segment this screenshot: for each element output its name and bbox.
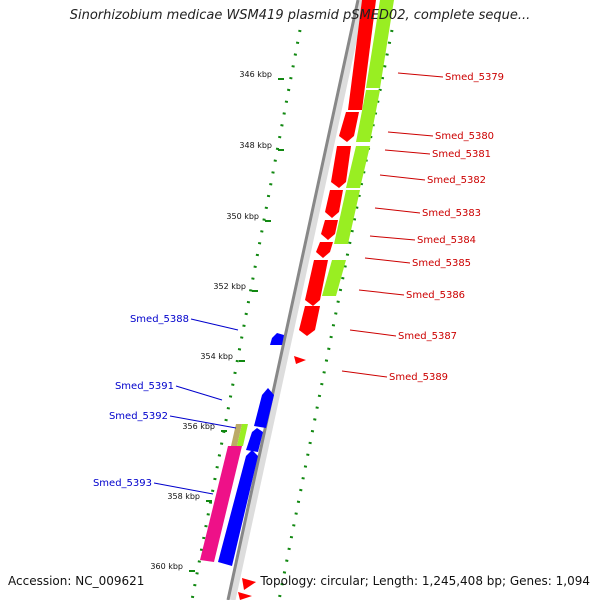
- gene-leader-line: [169, 415, 237, 429]
- gene-label[interactable]: Smed_5384: [417, 235, 476, 246]
- gene-feature-5386[interactable]: [299, 306, 320, 336]
- scale-label: 352 kbp: [213, 282, 246, 291]
- gene-feature-bottom-1[interactable]: [242, 578, 256, 590]
- gene-label[interactable]: Smed_5392: [109, 411, 168, 422]
- scale-label: 350 kbp: [226, 212, 259, 221]
- gene-leader-line: [387, 131, 434, 137]
- gene-leader-line: [379, 174, 426, 181]
- forward-gene-labels: Smed_5379 Smed_5380 Smed_5381 Smed_5382 Smed…: [341, 72, 504, 383]
- gene-leader-line: [341, 370, 388, 378]
- gene-leader-line: [190, 318, 239, 331]
- gene-leader-line: [397, 72, 444, 78]
- scale-label: 360 kbp: [150, 562, 183, 571]
- gene-label[interactable]: Smed_5391: [115, 381, 174, 392]
- gene-leader-line: [369, 235, 416, 241]
- reverse-strand-features: [200, 333, 284, 566]
- gene-feature-5385[interactable]: [305, 260, 328, 306]
- gene-feature-5391[interactable]: [254, 388, 274, 428]
- gene-label[interactable]: Smed_5387: [398, 331, 457, 342]
- gene-leader-line: [384, 149, 431, 155]
- scale-label: 356 kbp: [182, 422, 215, 431]
- accession-text: Accession: NC_009621: [8, 574, 145, 588]
- scale-labels: 346 kbp 348 kbp 350 kbp 352 kbp 354 kbp 356 k…: [150, 70, 284, 572]
- gene-feature-5393[interactable]: [218, 450, 258, 566]
- topology-summary: Topology: circular; Length: 1,245,408 bp…: [260, 574, 590, 588]
- gene-feature-bottom-2[interactable]: [238, 592, 252, 600]
- forward-strand-features: [238, 0, 394, 600]
- gene-leader-line: [364, 257, 411, 264]
- cog-feature-5393-pink[interactable]: [200, 446, 242, 562]
- gene-feature-5381[interactable]: [331, 146, 351, 188]
- scale-label: 348 kbp: [239, 141, 272, 150]
- gene-feature-5382[interactable]: [325, 190, 343, 218]
- cog-feature-5379[interactable]: [366, 0, 394, 88]
- cog-feature-5385[interactable]: [322, 260, 346, 296]
- scale-label: 354 kbp: [200, 352, 233, 361]
- gene-feature-5389[interactable]: [294, 356, 306, 364]
- gene-label[interactable]: Smed_5381: [432, 149, 491, 160]
- gene-label[interactable]: Smed_5386: [406, 290, 465, 301]
- gene-label[interactable]: Smed_5382: [427, 175, 486, 186]
- gene-label[interactable]: Smed_5383: [422, 208, 481, 219]
- gene-label[interactable]: Smed_5388: [130, 314, 189, 325]
- cog-feature-5392-green[interactable]: [237, 424, 248, 446]
- gene-leader-line: [349, 329, 397, 337]
- gene-label[interactable]: Smed_5380: [435, 131, 494, 142]
- gene-label[interactable]: Smed_5393: [93, 478, 152, 489]
- gene-feature-5379[interactable]: [348, 0, 376, 110]
- gene-leader-line: [153, 482, 214, 495]
- reverse-gene-labels: Smed_5388 Smed_5391 Smed_5392 Smed_5393: [93, 314, 239, 495]
- cog-feature-5392-tan[interactable]: [231, 424, 242, 446]
- gene-feature-5388[interactable]: [270, 333, 284, 345]
- scale-label: 358 kbp: [167, 492, 200, 501]
- backbone: [226, 0, 360, 601]
- scale-label: 346 kbp: [239, 70, 272, 79]
- gene-leader-line: [175, 385, 223, 401]
- gene-leader-line: [358, 289, 405, 296]
- gene-feature-5383[interactable]: [321, 220, 338, 240]
- backbone-shadow: [228, 0, 366, 601]
- cog-feature-5381[interactable]: [346, 146, 370, 188]
- gene-leader-line: [374, 207, 421, 214]
- gene-feature-5380[interactable]: [339, 112, 359, 142]
- cog-feature-5382[interactable]: [334, 190, 360, 244]
- gene-label[interactable]: Smed_5389: [389, 372, 448, 383]
- gene-feature-5392[interactable]: [246, 428, 263, 452]
- gene-feature-5384[interactable]: [316, 242, 333, 258]
- gene-label[interactable]: Smed_5385: [412, 258, 471, 269]
- map-title: Sinorhizobium medicae WSM419 plasmid pSM…: [69, 8, 531, 23]
- inner-tick-track: [190, 29, 302, 601]
- gene-label[interactable]: Smed_5379: [445, 72, 504, 83]
- cog-feature-5380[interactable]: [356, 90, 380, 142]
